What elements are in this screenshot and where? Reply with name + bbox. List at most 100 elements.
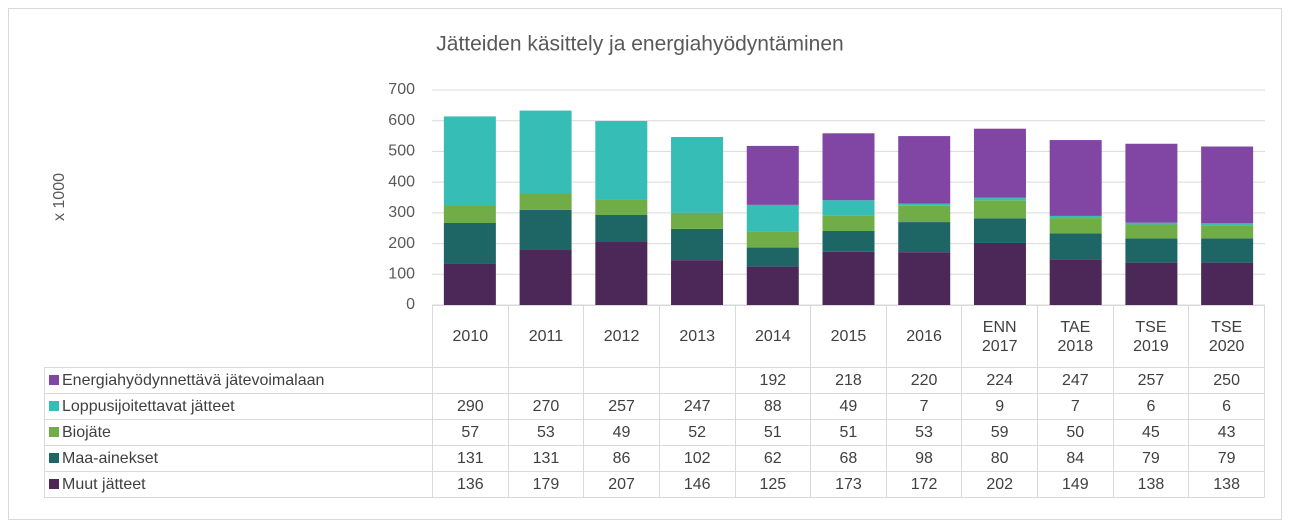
bar-segment [822,200,875,216]
bar-segment [1125,262,1178,305]
bar-segment [746,145,799,205]
table-value: 49 [810,393,887,420]
table-value: 45 [1112,419,1190,446]
bar-segment [898,222,951,253]
table-value: 247 [658,393,736,420]
bar-segment [746,266,799,305]
table-value: 57 [432,419,509,446]
bar-segment [443,116,496,206]
table-value: 218 [810,367,887,394]
table-value: 172 [885,471,963,498]
bar-segment [1125,143,1178,223]
table-value: 131 [507,445,585,472]
table-value: 173 [810,471,887,498]
table-value: 62 [734,445,812,472]
bar-segment [1049,233,1102,260]
bar-segment [519,209,572,251]
y-tick-label: 400 [388,173,415,190]
legend-key [49,452,59,463]
table-value: 247 [1037,367,1114,394]
table-value: 98 [885,445,963,472]
table-header-row: 2010 2011 2012 2013 2014 2015 2016 ENN 2017 TAE … [44,305,1265,368]
bar-segment [519,110,572,194]
bar-segment [746,247,799,267]
legend-entry: Muut jätteet [44,471,433,498]
table-row: Muut jätteet 136 179 207 146 125 173 172 202 149 1… [44,471,1265,498]
bar-segment [1201,223,1254,226]
bar-segment [443,263,496,305]
legend-key [49,374,59,385]
table-value: 250 [1188,367,1265,394]
y-tick-label: 500 [388,143,415,160]
y-tick-label: 700 [388,81,415,98]
table-value: 270 [507,393,585,420]
bar-segment [746,204,799,232]
table-value: 257 [583,393,660,420]
table-value: 59 [961,419,1038,446]
bar-segment [595,121,648,200]
x-tick-label: 2016 [885,305,963,368]
legend-label: Maa-ainekset [62,449,159,467]
bar-segment [1125,222,1178,225]
table-row: Maa-ainekset 131 131 86 102 62 68 98 80 84 79 79 [44,445,1265,472]
bar-segment [671,228,724,261]
table-corner [44,305,433,368]
table-value [507,367,585,394]
table-value: 138 [1188,471,1265,498]
table-value: 51 [810,419,887,446]
x-tick-label: TAE 2018 [1037,305,1114,368]
table-value [658,367,736,394]
bar-segment [1125,238,1178,263]
bar-segment [973,218,1026,243]
table-value: 146 [658,471,736,498]
bar-segment [1049,215,1102,219]
table-value: 220 [885,367,963,394]
table-value: 125 [734,471,812,498]
bar-segment [519,193,572,210]
bar-segment [443,205,496,223]
y-tick-label: 100 [388,266,415,283]
bar-segment [822,133,875,201]
table-value: 84 [1037,445,1114,472]
x-tick-label: ENN 2017 [961,305,1038,368]
table-value: 192 [734,367,812,394]
legend-key [49,400,59,411]
bar-segment [1049,218,1102,234]
legend-label: Energiahyödynnettävä jätevoimalaan [62,371,325,389]
table-value: 179 [507,471,585,498]
bar-segment [671,260,724,305]
x-tick-label: TSE 2019 [1112,305,1190,368]
bar-segment [973,242,1026,305]
x-tick-label: 2010 [432,305,509,368]
table-value: 149 [1037,471,1114,498]
bar-segment [898,136,951,204]
bar-segment [1125,224,1178,239]
x-tick-label: 2013 [658,305,736,368]
legend-key [49,478,59,489]
bar-segment [1049,140,1102,216]
table-value: 7 [885,393,963,420]
table-value: 43 [1188,419,1265,446]
x-tick-label: 2011 [507,305,585,368]
table-row: Energiahyödynnettävä jätevoimalaan 192 218… [44,367,1265,394]
bar-segment [1201,225,1254,239]
table-value: 9 [961,393,1038,420]
bar-segment [898,252,951,305]
table-value: 51 [734,419,812,446]
table-value: 79 [1188,445,1265,472]
table-value: 80 [961,445,1038,472]
table-value: 102 [658,445,736,472]
bar-segment [822,230,875,252]
table-value: 52 [658,419,736,446]
bar-segment [746,231,799,248]
bar-segment [671,212,724,229]
bar-segment [973,197,1026,201]
y-axis-label: x 1000 [51,173,68,221]
table-value: 131 [432,445,509,472]
legend-entry: Energiahyödynnettävä jätevoimalaan [44,367,433,394]
legend-entry: Maa-ainekset [44,445,433,472]
data-table: 2010 2011 2012 2013 2014 2015 2016 ENN 2017 TAE … [44,305,1265,498]
table-value [583,367,660,394]
y-tick-label: 200 [388,235,415,252]
